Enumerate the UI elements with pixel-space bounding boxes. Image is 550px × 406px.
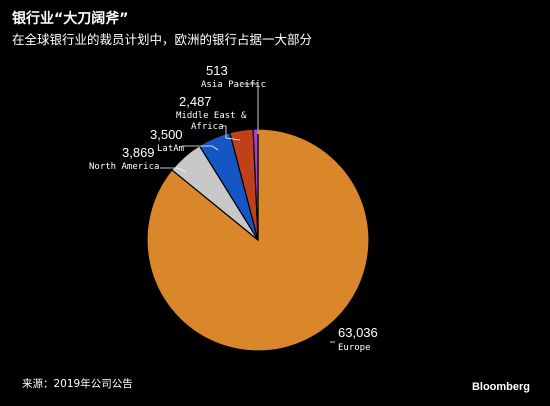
source-note: 来源：2019年公司公告 xyxy=(22,378,133,390)
slice-label-middle-east-africa-line1: Middle East & xyxy=(176,111,247,121)
leader-lines xyxy=(160,83,335,343)
slice-label-middle-east-africa-line2: Africa xyxy=(191,122,224,132)
slice-label-north-america: North America xyxy=(89,162,159,172)
slice-value-middle-east-africa: 2,487 xyxy=(179,94,212,109)
leader-asia-pacific xyxy=(241,83,259,134)
chart-title: 银行业“大刀阔斧” xyxy=(12,11,129,27)
slice-value-asia-pacific: 513 xyxy=(206,63,228,78)
chart-subtitle: 在全球银行业的裁员计划中，欧洲的银行占据一大部分 xyxy=(12,32,313,47)
leader-latam xyxy=(182,145,219,151)
slice-label-latam: LatAm xyxy=(157,144,184,154)
leader-middle-east-africa xyxy=(222,125,241,141)
pie-slices xyxy=(146,128,370,352)
slice-value-latam: 3,500 xyxy=(150,127,183,142)
slice-label-asia-pacific: Asia Pacific xyxy=(201,80,266,90)
leader-north-america xyxy=(160,167,187,173)
bloomberg-logo: Bloomberg xyxy=(471,381,530,393)
slice-value-europe: 63,036 xyxy=(338,325,378,340)
slice-value-north-america: 3,869 xyxy=(122,145,155,160)
slice-label-europe: Europe xyxy=(338,343,371,353)
